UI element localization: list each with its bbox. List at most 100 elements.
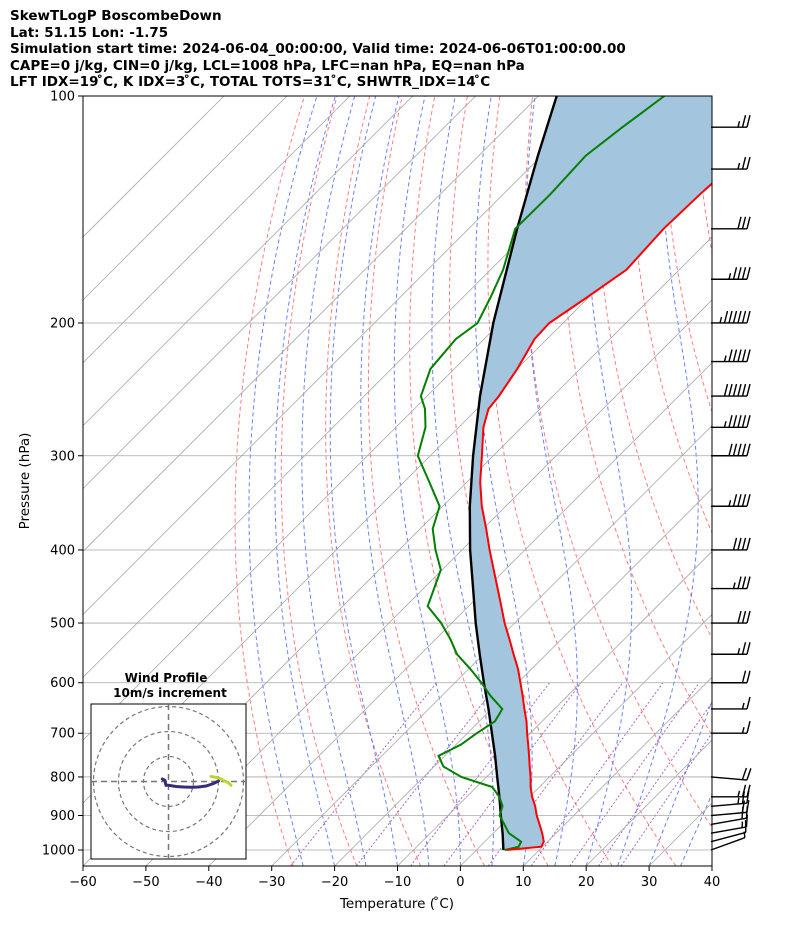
mixing-ratio-line (443, 682, 582, 866)
wind-barb (711, 383, 751, 397)
x-tick-label: 0 (456, 875, 464, 890)
dry-adiabat (487, 96, 677, 866)
x-tick-label: 20 (578, 875, 595, 890)
moist-adiabat (329, 96, 398, 866)
wind-barb-half (741, 702, 745, 710)
wind-barb-flag (737, 415, 742, 428)
y-tick-label: 800 (50, 770, 75, 785)
dry-adiabat (280, 96, 358, 866)
y-tick-label: 400 (50, 543, 75, 558)
wind-barb (711, 642, 751, 655)
mixing-ratio-line (530, 682, 664, 866)
isotherm (711, 865, 712, 866)
wind-barb-flag (741, 670, 747, 683)
mixing-ratio-line (620, 732, 712, 866)
chart-title: SkewTLogP BoscombeDown (10, 8, 222, 24)
moist-adiabat (274, 96, 336, 866)
dry-adiabat (728, 96, 794, 866)
x-tick-label: −20 (321, 875, 348, 890)
wind-barb (711, 156, 751, 170)
wind-barb-flag (741, 216, 747, 229)
dry-adiabat (367, 96, 485, 866)
isotherm (83, 96, 476, 490)
isotherm (145, 299, 712, 866)
wind-barb (711, 115, 751, 128)
wind-barb-staff (710, 802, 747, 807)
temperature-line (479, 182, 712, 851)
x-tick-label: 30 (641, 875, 658, 890)
wind-barb-half (723, 355, 727, 362)
x-tick-label: −50 (132, 875, 159, 890)
wind-barb-flag (746, 415, 751, 428)
chart-header: SkewTLogP BoscombeDown Lat: 51.15 Lon: -… (10, 8, 626, 91)
isotherm (83, 96, 413, 427)
y-tick-label: 100 (50, 90, 75, 105)
wind-barb-flag (746, 537, 751, 551)
wind-barb-flag (737, 383, 742, 397)
moist-adiabat (585, 96, 633, 866)
isotherm (460, 613, 712, 866)
inset-subtitle: 10m/s increment (113, 686, 227, 700)
wind-barb-flag (737, 537, 742, 551)
time-line: Simulation start time: 2024-06-04_00:00:… (10, 41, 626, 58)
wind-barb-half (737, 790, 741, 797)
wind-barb-flag (723, 310, 729, 324)
wind-barb-flag (741, 267, 747, 280)
wind-barb-flag (737, 610, 742, 624)
wind-barb-half (723, 421, 727, 428)
y-axis-label: Pressure (hPa) (17, 433, 33, 530)
wind-barb-flag (746, 784, 751, 797)
x-tick-label: −40 (195, 875, 222, 890)
moist-adiabat (680, 792, 712, 866)
wind-barb (710, 820, 747, 843)
wind-barb-flag (746, 443, 751, 456)
isotherm (83, 96, 602, 615)
wind-barb-flag (741, 537, 747, 551)
wind-barb-flag (728, 383, 733, 397)
wind-barb-staff (710, 826, 747, 834)
wind-barb-flag (732, 415, 738, 428)
wind-barb-flag (741, 156, 747, 170)
moist-adiabat (648, 699, 712, 866)
indices-line-2: LFT IDX=19 ̊C, K IDX=3 ̊C, TOTAL TOTS=31… (10, 74, 491, 91)
mixing-ratio-line (597, 701, 712, 866)
wind-barb (711, 310, 751, 324)
wind-barb-flag (741, 415, 747, 428)
wind-barb (711, 784, 751, 798)
wind-barb-flag (746, 800, 750, 813)
isotherm (83, 96, 225, 238)
isotherm (83, 96, 351, 364)
isotherm (83, 96, 539, 553)
wind-barb (711, 696, 751, 710)
wind-barb-flag (746, 156, 751, 170)
isotherm (523, 676, 712, 866)
y-tick-label: 1000 (42, 844, 75, 859)
dry-adiabat (524, 96, 712, 829)
moist-adiabat (360, 96, 430, 866)
wind-barb-flag (732, 349, 738, 362)
wind-barb-half (737, 121, 741, 128)
wind-barb-flag (737, 576, 742, 589)
wind-barb-flag (741, 310, 747, 324)
wind-barb-flag (746, 216, 751, 229)
wind-barb-half (737, 648, 741, 655)
wind-barb-flag (737, 310, 742, 324)
wind-barb-flag (728, 310, 733, 324)
wind-barb-staff (710, 776, 747, 781)
wind-barb-flag (741, 642, 747, 655)
hodograph-trace (160, 777, 220, 789)
wind-barb-flag (728, 349, 733, 362)
wind-barb-flag (746, 494, 751, 507)
wind-barb-flag (732, 443, 738, 456)
dewpoint-line (416, 96, 665, 851)
moist-adiabat (711, 864, 712, 866)
wind-barb-flag (746, 349, 751, 362)
mixing-ratio-line (290, 682, 437, 866)
wind-barb-staff (710, 837, 746, 851)
wind-barb (710, 800, 750, 817)
wind-barbs (710, 115, 752, 851)
wind-barb-flag (746, 768, 752, 781)
x-axis-ticks: −60 −50 −40 −30 −20 −10 0 10 20 30 40 (69, 866, 720, 890)
wind-barb-flag (732, 383, 738, 397)
dry-adiabat (234, 96, 305, 866)
